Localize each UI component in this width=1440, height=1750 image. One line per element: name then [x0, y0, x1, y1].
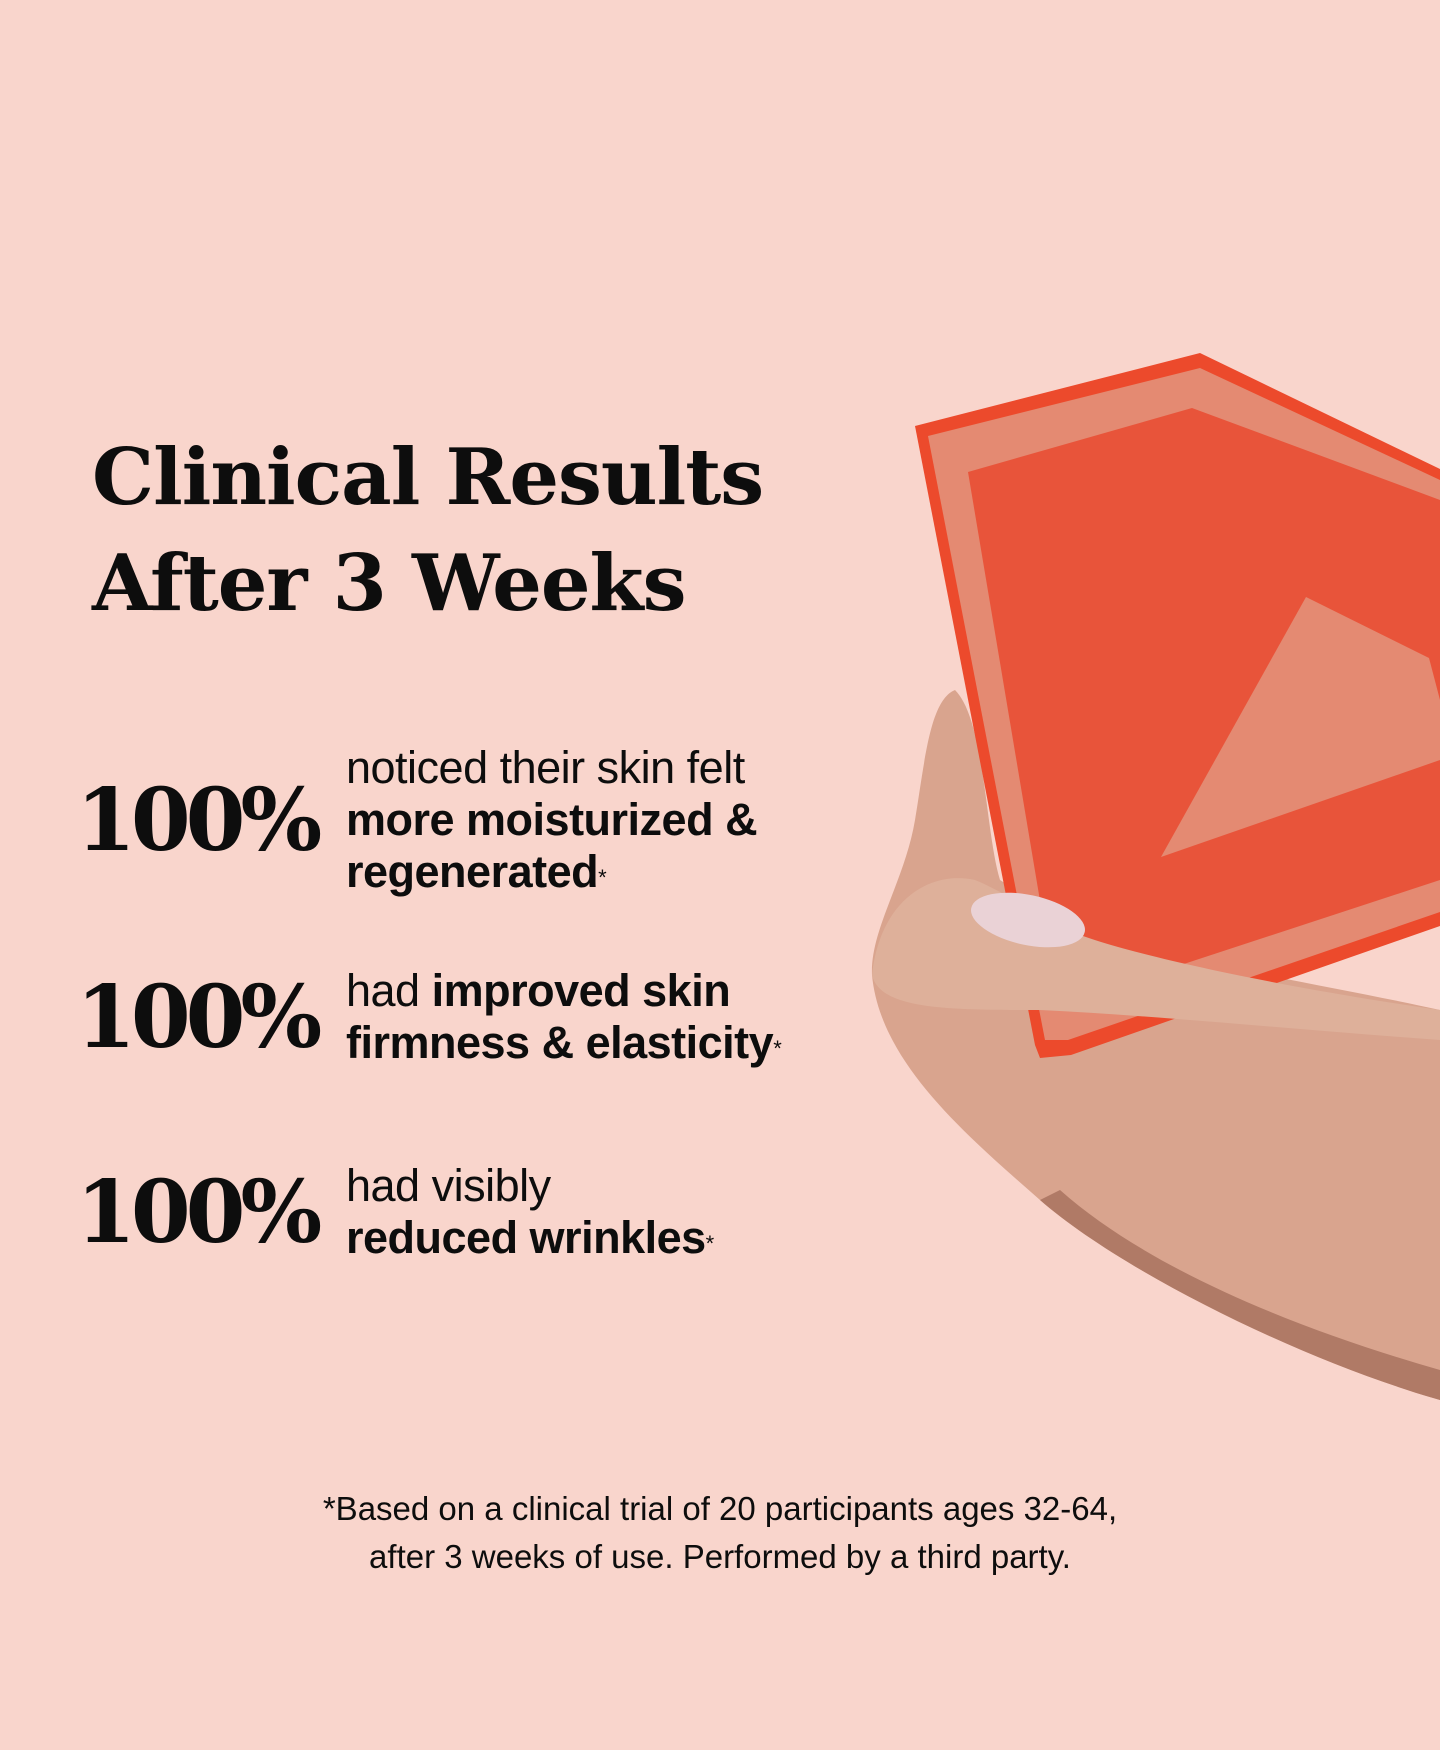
- footnote-line-2: after 3 weeks of use. Performed by a thi…: [369, 1538, 1071, 1575]
- thumb: [872, 878, 1440, 1040]
- stat-value: 100%: [76, 1161, 322, 1263]
- title-line-1: Clinical Results: [92, 432, 764, 523]
- stat-description: had visibly reduced wrinkles*: [346, 1160, 866, 1264]
- fingernail: [971, 892, 1085, 948]
- stat-text: had: [346, 965, 420, 1016]
- asterisk: *: [705, 1231, 715, 1256]
- product-plate: [915, 353, 1440, 1058]
- stat-value: 100%: [76, 966, 322, 1068]
- stat-text: had visibly: [346, 1160, 551, 1211]
- stat-firmness: 100% had improved skin firmness & elasti…: [76, 965, 866, 1069]
- stat-value: 100%: [76, 769, 322, 871]
- stat-text: noticed their skin felt: [346, 742, 745, 793]
- triangle-graphic: [1161, 597, 1440, 857]
- asterisk: *: [773, 1036, 782, 1061]
- stat-description: had improved skin firmness & elasticity*: [346, 965, 866, 1069]
- stat-highlight: improved skin firmness & elasticity: [346, 965, 774, 1068]
- title-line-2: After 3 Weeks: [92, 538, 686, 629]
- footnote: *Based on a clinical trial of 20 partici…: [0, 1485, 1440, 1581]
- asterisk: *: [598, 865, 607, 890]
- stat-moisturized: 100% noticed their skin felt more moistu…: [76, 742, 866, 898]
- footnote-line-1: *Based on a clinical trial of 20 partici…: [322, 1490, 1118, 1527]
- stat-highlight: more moisturized & regenerated: [346, 794, 758, 897]
- stat-description: noticed their skin felt more moisturized…: [346, 742, 866, 898]
- stat-highlight: reduced wrinkles: [346, 1212, 706, 1263]
- hand-image: [871, 690, 1440, 1400]
- page-title: Clinical Results After 3 Weeks: [92, 425, 764, 637]
- stat-wrinkles: 100% had visibly reduced wrinkles*: [76, 1160, 866, 1264]
